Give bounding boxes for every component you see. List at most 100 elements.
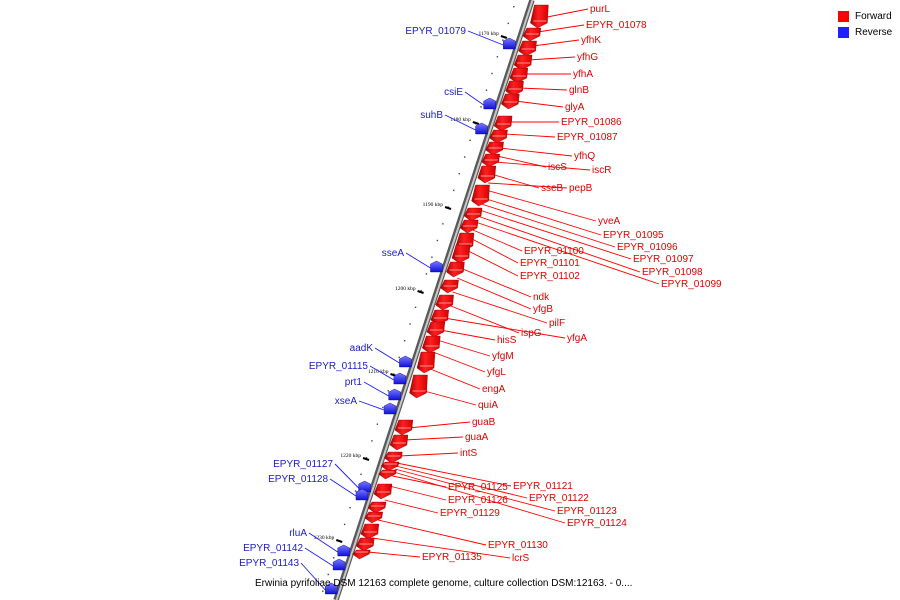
forward-gene-glyph	[422, 335, 441, 354]
forward-gene-glyph	[489, 129, 508, 144]
forward-gene-glyph	[409, 374, 428, 399]
forward-gene-glyph	[394, 419, 414, 436]
leader-yfhk	[532, 39, 580, 47]
gene-label-iscs: iscS	[548, 162, 567, 173]
gene-label-suhb: suhB	[420, 110, 443, 121]
reverse-gene-glyph	[383, 402, 397, 415]
gene-label-yfgm: yfgM	[492, 351, 514, 362]
minor-tick	[469, 139, 471, 141]
leader-glnb	[519, 87, 568, 91]
leader-suhb	[444, 114, 476, 131]
gene-label-epyr-01124: EPYR_01124	[567, 518, 627, 529]
leader-epyr-01126	[389, 485, 447, 501]
gene-label-ints: intS	[460, 448, 478, 459]
leader-epyr-01100	[472, 229, 523, 252]
forward-gene-glyph	[440, 279, 459, 294]
leader-glya	[514, 100, 564, 108]
minor-tick	[507, 22, 509, 25]
tick-label: 1230 kbp	[314, 535, 335, 541]
forward-gene-glyph	[471, 184, 490, 207]
gene-label-epyr-01129: EPYR_01129	[440, 508, 500, 519]
gene-label-hiss: hisS	[497, 335, 517, 346]
minor-tick	[485, 89, 488, 91]
leader-epyr-01097	[479, 209, 632, 260]
leader-epyr-01129	[384, 499, 439, 514]
minor-tick	[463, 156, 466, 158]
tick-label: 1210 kbp	[368, 369, 389, 375]
leader-epyr-01125	[392, 475, 447, 488]
legend-forward-label: Forward	[855, 10, 892, 22]
gene-label-epyr-01143: EPYR_01143	[239, 558, 299, 569]
forward-gene-glyph	[518, 40, 537, 57]
reverse-gene-glyph	[503, 37, 516, 50]
leader-epyr-01095	[483, 197, 602, 236]
forward-gene-glyph	[364, 511, 383, 524]
minor-tick	[409, 323, 411, 325]
major-tick	[500, 35, 508, 39]
minor-tick	[420, 289, 422, 292]
gene-label-yfgb: yfgB	[533, 304, 553, 315]
minor-tick	[354, 490, 357, 492]
leader-csie	[464, 91, 484, 106]
gene-label-epyr-01098: EPYR_01098	[642, 267, 703, 278]
minor-tick	[360, 473, 362, 475]
minor-tick	[453, 189, 455, 192]
minor-tick	[371, 440, 373, 442]
gene-label-epyr-01096: EPYR_01096	[617, 242, 678, 253]
leader-guab	[408, 421, 471, 429]
forward-gene-glyph	[522, 27, 542, 42]
gene-label-epyr-01102: EPYR_01102	[520, 271, 580, 282]
leader-epyr-01102	[466, 249, 519, 277]
forward-gene-glyph	[360, 523, 380, 540]
leader-quia	[420, 389, 477, 406]
leader-epyr-01142	[304, 547, 334, 567]
gene-label-glnb: glnB	[569, 85, 589, 96]
forward-gene-glyph	[352, 549, 371, 560]
minor-tick	[425, 273, 428, 275]
forward-gene-glyph	[459, 219, 479, 234]
leader-yfgl	[432, 351, 486, 373]
leader-epyr-01121	[396, 462, 512, 487]
minor-tick	[480, 106, 482, 108]
gene-label-epyr-01100: EPYR_01100	[524, 246, 584, 257]
gene-label-guaa: guaA	[465, 432, 489, 443]
leader-yfhg	[528, 56, 576, 61]
leader-prt1	[363, 381, 389, 397]
minor-tick	[327, 573, 329, 576]
leader-yfgb	[457, 277, 532, 310]
minor-tick	[365, 456, 368, 459]
minor-tick	[502, 39, 504, 41]
gene-label-yvea: yveA	[598, 216, 621, 227]
gene-label-epyr-01121: EPYR_01121	[513, 481, 573, 492]
gene-label-yfgl: yfgL	[487, 367, 506, 378]
gene-label-ispg: ispG	[521, 328, 542, 339]
legend-reverse-label: Reverse	[855, 26, 893, 38]
forward-gene-glyph	[416, 351, 436, 374]
leader-epyr-01101	[470, 237, 519, 264]
reverse-gene-glyph	[475, 122, 488, 135]
leader-epyr-01143	[300, 562, 326, 591]
tick-label: 1170 kbp	[478, 31, 499, 37]
forward-gene-glyph	[355, 537, 375, 552]
forward-gene-glyph	[463, 207, 483, 222]
minor-tick	[398, 356, 400, 359]
forward-gene-glyph	[501, 93, 520, 110]
leader-rlua	[308, 532, 338, 553]
leader-yfga	[444, 317, 566, 339]
forward-gene-glyph	[367, 501, 387, 514]
reverse-gene-glyph	[355, 488, 369, 501]
minor-tick	[322, 590, 324, 592]
reverse-gene-glyph	[337, 544, 350, 557]
leader-lcrs	[372, 537, 511, 559]
forward-gene-glyph	[435, 294, 454, 311]
gene-label-iscr: iscR	[592, 165, 611, 176]
gene-label-yfha: yfhA	[573, 69, 593, 80]
gene-label-lcrs: lcrS	[512, 553, 530, 564]
gene-label-epyr-01095: EPYR_01095	[603, 230, 664, 241]
leader-epyr-01115	[369, 365, 395, 381]
minor-tick	[431, 256, 433, 258]
reverse-gene-glyph	[325, 582, 338, 595]
tick-label: 1200 kbp	[395, 286, 416, 292]
